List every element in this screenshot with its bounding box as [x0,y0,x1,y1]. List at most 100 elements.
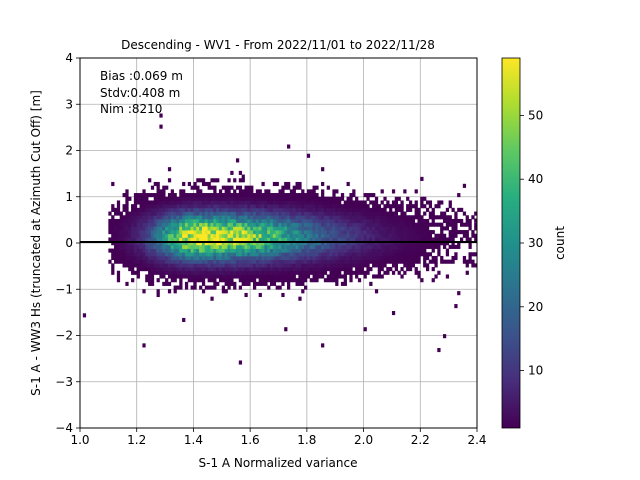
hist-bin [338,218,342,224]
hist-bin [224,289,228,294]
hist-bin [148,259,152,264]
hist-bin [139,226,143,231]
hist-bin [284,278,288,283]
hist-bin [323,222,328,227]
hist-bin [292,215,296,220]
hist-bin [269,215,274,220]
hist-bin [289,189,294,194]
hist-bin [150,185,155,190]
hist-bin [338,204,342,209]
hist-bin [269,241,274,246]
hist-bin [448,259,452,264]
hist-bin [312,274,316,279]
hist-bin [252,270,257,275]
hist-bin [235,207,240,212]
hist-bin [122,218,126,224]
hist-bin [128,230,132,235]
hist-bin [125,233,129,238]
hist-bin [184,207,189,212]
hist-bin [136,230,140,235]
hist-bin [292,185,296,190]
hist-bin [394,244,398,249]
hist-bin [321,226,325,231]
hist-bin [153,241,157,246]
hist-bin [269,244,274,249]
hist-bin [380,226,384,231]
hist-bin [380,215,384,220]
hist-bin [329,207,333,212]
hist-bin [321,215,325,220]
hist-bin [216,270,220,275]
hist-bin [142,211,146,216]
hist-bin [156,255,160,261]
hist-bin [312,248,316,253]
hist-bin [406,215,410,220]
hist-bin [403,233,407,238]
hist-bin [204,230,209,235]
hist-bin [315,278,319,283]
hist-bin [272,207,277,212]
hist-bin [338,241,342,246]
hist-bin [201,207,206,212]
hist-bin [408,226,413,231]
colorbar-label: count [553,226,567,260]
hist-bin [176,200,180,205]
hist-bin [408,215,413,220]
hist-bin [431,237,435,242]
hist-bin [207,226,211,231]
hist-bin [448,218,452,224]
hist-bin [235,200,240,205]
hist-bin [389,259,393,264]
hist-bin [116,207,121,212]
hist-bin [306,207,311,212]
hist-bin [133,237,138,242]
hist-bin [148,263,152,268]
hist-bin [173,222,177,227]
hist-bin [326,185,330,190]
hist-bin [218,230,223,235]
hist-bin [366,226,370,231]
hist-bin [182,270,186,275]
hist-bin [326,233,330,238]
hist-bin [201,259,206,264]
hist-bin [304,237,308,242]
hist-bin [170,248,174,253]
hist-bin [167,233,172,238]
hist-bin [224,259,228,264]
hist-bin [400,230,404,235]
hist-bin [278,222,282,227]
hist-bin [332,226,336,231]
hist-bin [241,230,245,235]
hist-bin [244,204,248,209]
hist-bin [184,252,189,257]
hist-bin [298,278,302,283]
hist-bin [289,278,294,283]
hist-bin [301,263,305,268]
hist-bin [207,193,211,198]
hist-bin [193,263,197,268]
hist-bin [207,274,211,279]
hist-bin [400,218,404,224]
hist-bin [190,259,194,264]
hist-bin [264,226,268,231]
hist-bin [454,244,458,249]
hist-bin [258,241,262,246]
hist-bin [309,207,313,212]
hist-bin [355,237,359,242]
hist-bin [386,233,390,238]
hist-bin [289,263,294,268]
hist-bin [241,207,245,212]
hist-bin [224,267,228,272]
hist-bin [423,252,427,257]
hist-bin [122,248,126,253]
hist-bin [372,252,376,257]
hist-bin [289,193,294,198]
hist-bin [346,263,350,268]
hist-bin [352,226,356,231]
hist-bin [190,241,194,246]
hist-bin [414,226,418,231]
hist-bin [374,207,379,212]
hist-bin [437,233,441,238]
hist-bin [315,226,319,231]
hist-bin [136,193,140,198]
